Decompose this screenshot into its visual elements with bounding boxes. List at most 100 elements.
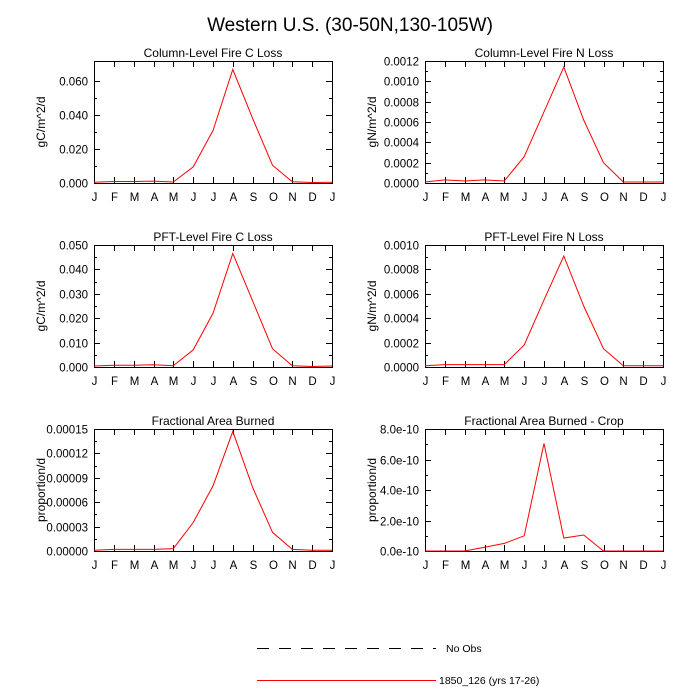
x-tick-label: A: [561, 192, 569, 204]
y-tick-label: 0.0006: [384, 290, 419, 302]
x-tick-label: J: [211, 376, 217, 388]
y-tick-label: 0.00009: [46, 474, 88, 486]
panel-title: PFT-Level Fire N Loss: [484, 230, 603, 244]
y-axis-label: gN/m^2/d: [365, 97, 379, 148]
y-tick-label: 0.000: [59, 363, 88, 375]
y-tick-label: 0.060: [59, 77, 88, 89]
y-tick-label: 0.0008: [384, 265, 419, 277]
x-tick-label: M: [500, 376, 510, 388]
x-tick-label: J: [191, 376, 197, 388]
series-line: [93, 68, 333, 184]
panel-3: PFT-Level Fire N Loss gN/m^2/d 0.0000 0.000…: [365, 230, 666, 388]
panel-title: Fractional Area Burned: [152, 414, 275, 428]
y-tick-label: 0.0010: [384, 77, 419, 89]
x-tick-label: D: [639, 376, 647, 388]
x-tick-label: A: [151, 376, 159, 388]
x-tick-label: D: [639, 192, 647, 204]
x-tick-label: J: [522, 560, 528, 572]
y-tick-label: 4.0e-10: [380, 486, 419, 498]
series-line: [424, 254, 663, 367]
x-tick-label: O: [269, 560, 278, 572]
x-tick-label: M: [500, 560, 510, 572]
x-tick-label: S: [581, 192, 589, 204]
y-tick-label: 0.0000: [384, 363, 419, 375]
x-tick-label: A: [561, 560, 569, 572]
x-tick-label: J: [423, 376, 429, 388]
panel-title: Column-Level Fire N Loss: [475, 46, 614, 60]
x-tick-label: F: [111, 560, 118, 572]
x-tick-label: J: [423, 192, 429, 204]
panel-title: Fractional Area Burned - Crop: [464, 414, 624, 428]
y-axis-label: gC/m^2/d: [34, 97, 48, 148]
y-axis-label: proportion/d: [365, 458, 379, 522]
x-tick-label: J: [211, 560, 217, 572]
x-tick-label: A: [482, 560, 490, 572]
panel-title: PFT-Level Fire C Loss: [153, 230, 272, 244]
y-tick-label: 0.040: [59, 265, 88, 277]
y-tick-label: 0.030: [59, 290, 88, 302]
x-tick-label: N: [619, 192, 627, 204]
x-tick-label: M: [169, 376, 179, 388]
y-tick-label: 0.00003: [46, 523, 88, 535]
y-tick-label: 0.0008: [384, 98, 419, 110]
x-tick-label: J: [92, 376, 98, 388]
y-tick-label: 0.050: [59, 241, 88, 253]
panel-5: Fractional Area Burned - Crop proportion/…: [365, 414, 666, 572]
x-tick-label: J: [522, 192, 528, 204]
plot-frame: [94, 429, 333, 552]
x-tick-label: A: [230, 192, 238, 204]
x-tick-label: O: [600, 376, 609, 388]
y-tick-label: 0.040: [59, 111, 88, 123]
series-line: [93, 429, 332, 551]
y-tick-label: 6.0e-10: [380, 456, 419, 468]
plot-frame: [94, 61, 333, 184]
x-tick-label: S: [250, 376, 258, 388]
plot-frame: [94, 245, 333, 368]
y-axis-label: gN/m^2/d: [365, 281, 379, 332]
x-tick-label: M: [461, 560, 471, 572]
x-tick-label: S: [250, 560, 258, 572]
x-tick-label: S: [581, 376, 589, 388]
plot-frame: [425, 61, 664, 184]
panel-2: PFT-Level Fire C Loss gC/m^2/d 0.000 0.010 0…: [34, 230, 335, 388]
x-tick-label: J: [211, 192, 217, 204]
y-tick-label: 0.000: [59, 179, 88, 191]
y-tick-label: 0.0004: [384, 138, 420, 150]
x-tick-label: F: [442, 560, 449, 572]
panel-4: Fractional Area Burned proportion/d0.0000…: [34, 414, 335, 572]
x-tick-label: J: [542, 192, 548, 204]
x-tick-label: F: [442, 376, 449, 388]
x-tick-label: J: [191, 192, 197, 204]
x-tick-label: D: [308, 192, 316, 204]
x-tick-label: A: [230, 376, 238, 388]
x-tick-label: M: [461, 192, 471, 204]
x-tick-label: M: [130, 560, 140, 572]
legend-no-obs-label: No Obs: [446, 643, 482, 655]
y-tick-label: 2.0e-10: [380, 517, 419, 529]
y-tick-label: 0.0000: [384, 179, 419, 191]
y-tick-label: 0.020: [59, 145, 88, 157]
x-tick-label: M: [130, 192, 140, 204]
x-tick-label: J: [92, 560, 98, 572]
x-tick-label: N: [619, 560, 627, 572]
series-line: [425, 443, 663, 552]
x-tick-label: M: [169, 560, 179, 572]
x-tick-label: J: [330, 192, 336, 204]
x-tick-label: J: [330, 376, 336, 388]
x-tick-label: M: [461, 376, 471, 388]
panel-title: Column-Level Fire C Loss: [144, 46, 283, 60]
x-tick-label: S: [250, 192, 258, 204]
x-tick-label: A: [561, 376, 569, 388]
x-tick-label: D: [639, 560, 647, 572]
y-axis-label: proportion/d: [34, 458, 48, 522]
series-line: [93, 252, 333, 368]
x-tick-label: A: [151, 192, 159, 204]
x-tick-label: D: [308, 376, 316, 388]
x-tick-label: J: [661, 376, 667, 388]
x-tick-label: M: [500, 192, 510, 204]
x-tick-label: J: [191, 560, 197, 572]
y-tick-label: 0.00006: [46, 498, 88, 510]
panel-0: Column-Level Fire C Loss gC/m^2/d 0.000 0.0…: [34, 46, 335, 204]
y-tick-label: 0.00015: [46, 425, 88, 437]
